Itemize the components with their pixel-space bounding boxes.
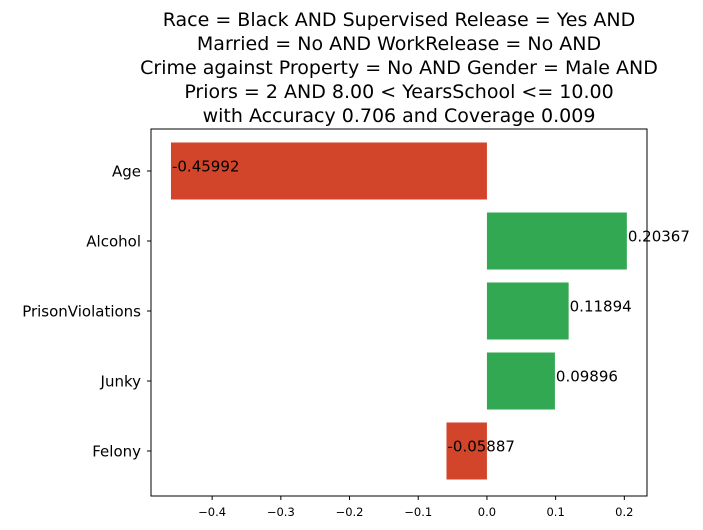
data-label: 0.09896 xyxy=(556,368,618,386)
x-axis-ticks: −0.4 −0.3 −0.2 −0.1 0.0 0.1 0.2 xyxy=(198,496,633,519)
y-tick-label: Age xyxy=(112,163,141,181)
x-tick-label: −0.3 xyxy=(267,505,295,519)
y-tick-label: PrisonViolations xyxy=(22,303,141,321)
data-label: -0.45992 xyxy=(172,158,239,176)
y-tick-label: Felony xyxy=(92,443,141,461)
y-tick-label: Junky xyxy=(100,373,142,391)
plot-area-frame xyxy=(150,128,648,497)
title-line: Priors = 2 AND 8.00 < YearsSchool <= 10.… xyxy=(184,81,613,103)
x-tick-label: −0.4 xyxy=(198,505,226,519)
bar-alcohol xyxy=(486,212,627,270)
bars xyxy=(170,142,627,480)
data-label: 0.11894 xyxy=(570,298,632,316)
data-label: 0.20367 xyxy=(628,228,690,246)
x-tick-label: −0.2 xyxy=(336,505,364,519)
title-line: Race = Black AND Supervised Release = Ye… xyxy=(163,9,636,31)
x-tick-label: 0.0 xyxy=(478,505,496,519)
x-tick-label: 0.2 xyxy=(615,505,633,519)
y-tick-label: Alcohol xyxy=(86,233,141,251)
data-label: -0.05887 xyxy=(447,438,514,456)
bar-felony xyxy=(446,422,487,480)
bar-junky xyxy=(486,352,555,410)
title-line: Married = No AND WorkRelease = No AND xyxy=(197,33,601,55)
data-labels: -0.45992 0.20367 0.11894 0.09896 -0.05887 xyxy=(172,158,690,456)
chart-title: Race = Black AND Supervised Release = Ye… xyxy=(140,9,658,127)
y-axis-ticks: Age Alcohol PrisonViolations Junky Felony xyxy=(22,163,151,461)
bar-prisonviolations xyxy=(486,282,569,340)
title-line: Crime against Property = No AND Gender =… xyxy=(140,57,658,79)
x-tick-label: 0.1 xyxy=(546,505,564,519)
x-tick-label: −0.1 xyxy=(404,505,432,519)
bar-age xyxy=(170,142,487,200)
title-line: with Accuracy 0.706 and Coverage 0.009 xyxy=(203,105,596,127)
